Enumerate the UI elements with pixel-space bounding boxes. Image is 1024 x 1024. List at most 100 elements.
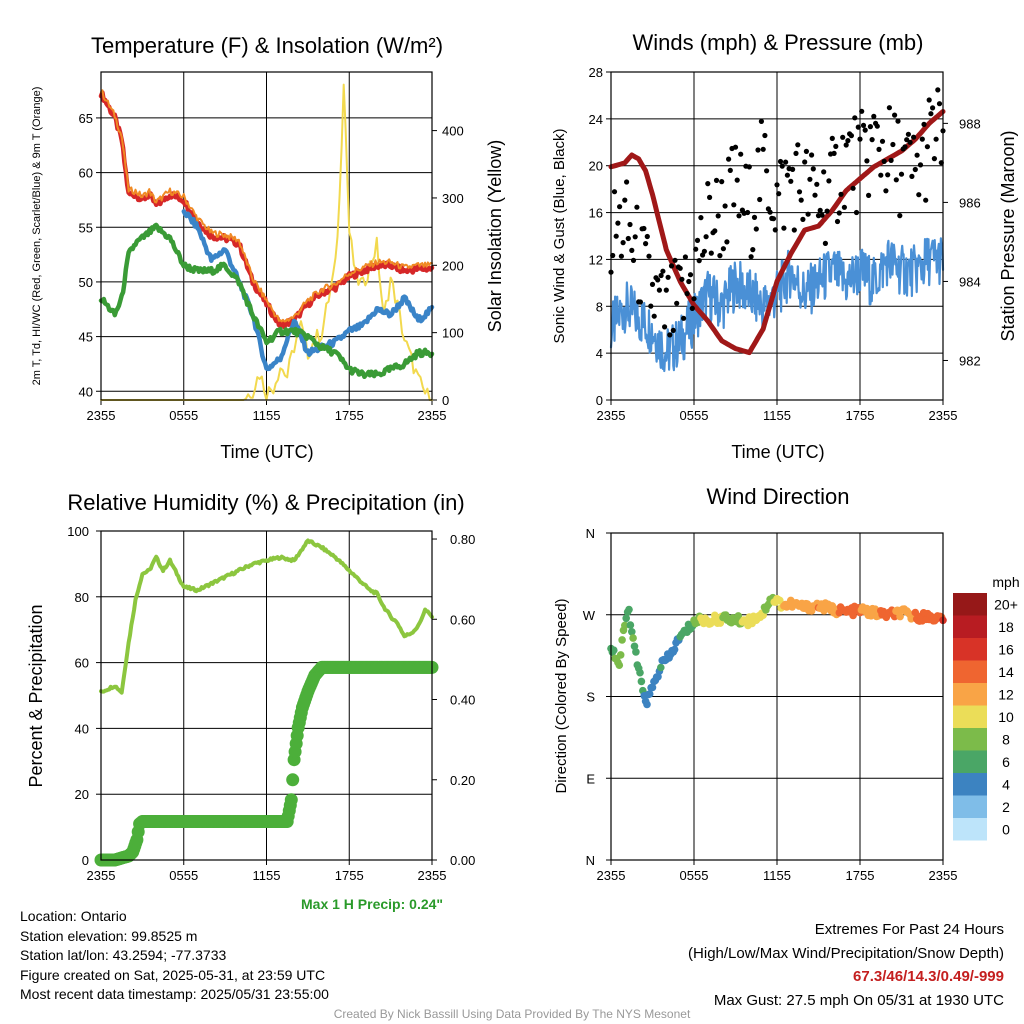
gust-point — [853, 209, 860, 216]
gust-point — [750, 247, 756, 253]
gust-point — [864, 158, 870, 164]
y-tick-label: 24 — [589, 112, 603, 127]
x-tick-label: 1755 — [335, 408, 364, 423]
gust-point — [731, 202, 737, 208]
y-tick-label: 8 — [596, 299, 603, 314]
y-tick-label: 50 — [79, 275, 93, 290]
x-tick-label: 2355 — [87, 408, 116, 423]
colorbar-label: 8 — [1002, 731, 1010, 747]
gust-point — [800, 216, 806, 222]
gust-point — [905, 131, 912, 137]
station-pressure-line — [608, 109, 946, 356]
gust-point — [860, 122, 867, 128]
gust-point — [755, 147, 761, 153]
gust-point — [802, 159, 808, 165]
x-tick-label: 2355 — [597, 868, 626, 883]
gust-point — [713, 177, 720, 183]
y2-tick-label: 0.80 — [450, 532, 475, 547]
gust-point — [795, 142, 801, 148]
direction-point — [610, 646, 618, 654]
x-tick-label: 2355 — [87, 868, 116, 883]
precip-point — [286, 773, 300, 787]
gust-point — [707, 194, 713, 200]
y-tick-label: 12 — [589, 252, 603, 267]
gust-point — [779, 163, 785, 169]
gust-point — [625, 235, 631, 242]
gust-point — [869, 137, 875, 143]
gust-point — [841, 204, 848, 210]
gust-point — [879, 138, 886, 144]
gust-point — [648, 303, 654, 309]
gust-point — [814, 181, 820, 187]
gust-point — [620, 240, 626, 246]
extremes-heading: Extremes For Past 24 Hours — [814, 921, 1004, 938]
gust-point — [829, 135, 835, 141]
colorbar-label: 4 — [1002, 776, 1010, 792]
gust-point — [694, 237, 701, 243]
gust-point — [734, 177, 740, 183]
y-tick-label: 45 — [79, 330, 93, 345]
colorbar-swatch — [953, 683, 987, 706]
max-gust: Max Gust: 27.5 mph On 05/31 at 1930 UTC — [713, 991, 1004, 1009]
plot-frame — [100, 71, 433, 401]
y2-axis-label: Station Pressure (Maroon) — [998, 130, 1018, 341]
gust-point — [866, 192, 872, 198]
direction-point — [616, 651, 625, 659]
relative-humidity-line — [99, 538, 434, 695]
gust-point — [667, 332, 673, 338]
colorbar-label: 12 — [998, 686, 1014, 702]
gust-point — [936, 101, 943, 107]
direction-point — [637, 677, 646, 686]
y-tick-label: 80 — [75, 590, 89, 605]
gust-point — [663, 287, 669, 293]
y2-tick-label: 0.60 — [450, 612, 475, 627]
y2-tick-label: 200 — [442, 258, 464, 273]
y-tick-label: 28 — [589, 65, 603, 80]
y-tick-label: 40 — [79, 384, 93, 399]
y-axis-label: 2m T, Td, HI/WC (Red, Green, Scarlet/Blu… — [31, 87, 43, 386]
gust-point — [708, 250, 714, 256]
gust-point — [727, 167, 733, 173]
plot-frame — [610, 71, 944, 401]
colorbar-swatch — [953, 795, 987, 818]
gust-point — [681, 315, 687, 321]
gust-point — [757, 196, 763, 203]
gust-point — [822, 240, 829, 246]
gust-point — [807, 176, 813, 182]
y-tick-label: 40 — [75, 721, 89, 736]
precip-point — [284, 793, 298, 807]
gust-point — [629, 247, 635, 253]
gust-point — [776, 191, 782, 197]
gust-point — [812, 192, 818, 198]
chart-title-rh: Relative Humidity (%) & Precipitation (i… — [67, 490, 464, 515]
gust-point — [890, 141, 896, 148]
gust-point — [784, 172, 791, 178]
gust-point — [624, 179, 630, 185]
gust-point — [834, 218, 841, 225]
gust-point — [703, 234, 709, 240]
gust-point — [924, 144, 931, 150]
gust-point — [655, 277, 661, 283]
gust-point — [646, 253, 652, 259]
gust-point — [674, 300, 680, 306]
x-tick-label: 0555 — [680, 408, 709, 423]
y-tick-label: 65 — [79, 111, 93, 126]
x-tick-label: 1155 — [253, 408, 281, 423]
y-axis-label: Direction (Colored By Speed) — [553, 598, 570, 793]
gust-point — [824, 208, 830, 214]
gust-point — [660, 268, 666, 274]
gust-point — [762, 132, 768, 139]
x-tick-label: 2355 — [929, 408, 958, 423]
gust-point — [919, 136, 925, 142]
direction-point — [896, 612, 904, 621]
direction-point — [628, 628, 636, 636]
colorbar-swatch — [953, 615, 987, 638]
station-info: Location: Ontario Station elevation: 99.… — [20, 907, 329, 1005]
y-tick-label: E — [586, 771, 595, 786]
x-axis-label: Time (UTC) — [220, 442, 313, 462]
colorbar-label: 10 — [998, 709, 1014, 725]
gust-point — [791, 227, 797, 233]
gust-point — [658, 272, 664, 279]
x-tick-label: 0555 — [169, 408, 198, 423]
